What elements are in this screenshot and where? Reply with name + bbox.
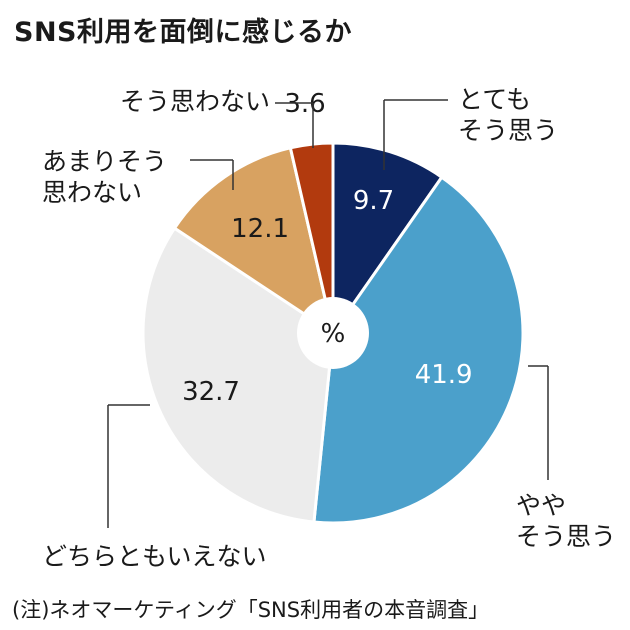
- category-label-line: どちらともいえない: [42, 542, 267, 571]
- category-label: どちらともいえない: [42, 541, 267, 572]
- category-label-line: そう思う: [458, 116, 559, 145]
- data-label: 41.9: [415, 360, 473, 390]
- data-label: 9.7: [353, 186, 394, 216]
- data-label: 3.6: [284, 89, 325, 119]
- data-label: 32.7: [182, 377, 240, 407]
- pie-slice: [312, 175, 525, 525]
- category-label-line: そう思わない: [120, 87, 271, 116]
- chart-title: SNS利用を面倒に感じるか: [14, 17, 352, 48]
- category-label-line: とても: [458, 85, 532, 114]
- source-note: (注)ネオマーケティング「SNS利用者の本音調査」: [12, 598, 490, 622]
- pie-slice: [172, 146, 336, 337]
- category-label: とても そう思う: [458, 84, 558, 146]
- category-label-line: そう思う: [516, 522, 617, 551]
- category-label: やや そう思う: [516, 490, 616, 552]
- donut-hole: [297, 297, 369, 369]
- data-label: 12.1: [231, 214, 289, 244]
- category-label-line: あまりそう: [42, 147, 168, 176]
- category-label-line: 思わない: [42, 178, 143, 207]
- center-unit-label: %: [321, 319, 346, 349]
- category-label-line: やや: [516, 491, 567, 520]
- pie-slice: [331, 141, 444, 338]
- pie-slice: [288, 141, 335, 334]
- category-label: そう思わない: [120, 86, 270, 117]
- category-label: あまりそう 思わない: [42, 146, 167, 208]
